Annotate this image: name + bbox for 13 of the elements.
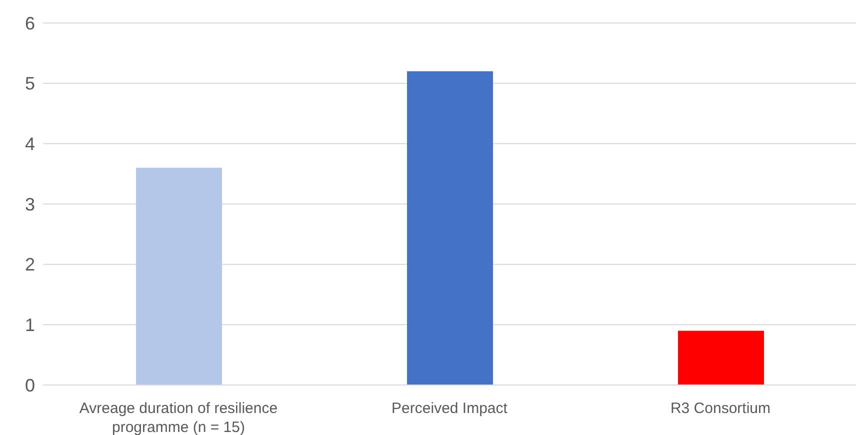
y-tick-label: 5	[24, 74, 35, 94]
x-tick-label: Perceived Impact	[392, 400, 508, 417]
x-tick-label: Avreage duration of resilience programme (n = 15)	[79, 400, 278, 435]
y-tick-label: 4	[24, 134, 35, 154]
y-tick-label: 0	[24, 375, 35, 396]
x-tick-label: R3 Consortium	[670, 400, 771, 417]
y-tick-label: 3	[24, 194, 35, 214]
bar	[678, 330, 764, 385]
y-tick-label: 1	[24, 315, 35, 336]
bar	[407, 71, 493, 385]
y-tick-label: 2	[24, 254, 35, 275]
y-tick-label: 6	[24, 13, 35, 34]
bar	[136, 168, 222, 385]
